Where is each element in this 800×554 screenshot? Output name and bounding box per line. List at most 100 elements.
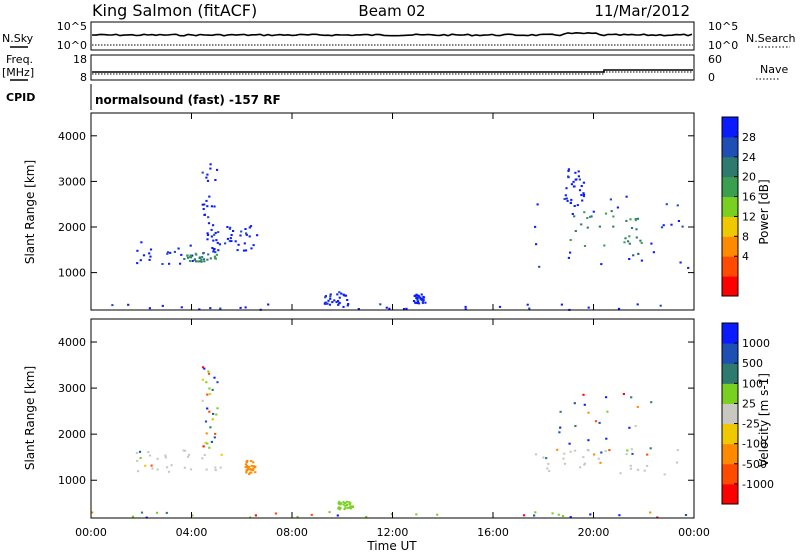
colorbar-tick-label: 1000 xyxy=(742,337,770,350)
range-cell xyxy=(242,249,246,252)
range-cell xyxy=(623,241,626,244)
power-ylabel: Slant Range [km] xyxy=(23,160,37,264)
range-cell xyxy=(416,302,419,304)
range-cell xyxy=(205,432,208,435)
colorbar-segment xyxy=(722,363,738,384)
range-cell xyxy=(155,511,159,514)
range-cell xyxy=(203,454,206,457)
range-cell xyxy=(624,237,627,240)
range-cell xyxy=(180,306,183,309)
range-cell xyxy=(206,232,209,235)
range-cell xyxy=(548,470,551,473)
range-cell xyxy=(203,203,206,206)
range-cell xyxy=(252,244,255,247)
range-cell xyxy=(206,234,210,236)
range-cell xyxy=(649,447,652,450)
power-panel xyxy=(90,112,695,311)
range-cell xyxy=(136,262,139,265)
range-cell xyxy=(416,296,419,299)
range-cell xyxy=(249,468,252,471)
range-cell xyxy=(679,261,682,264)
range-cell xyxy=(166,252,169,255)
range-cell xyxy=(577,175,580,178)
power-y-axis: 1000 2000 3000 4000 xyxy=(58,130,694,280)
range-cell xyxy=(237,243,240,246)
range-cell xyxy=(420,299,423,302)
range-cell xyxy=(166,251,170,254)
range-cell xyxy=(630,396,633,399)
range-cell xyxy=(207,372,211,375)
colorbar-segment xyxy=(722,463,738,485)
range-cell xyxy=(202,258,206,261)
range-cell xyxy=(574,230,577,232)
range-cell xyxy=(652,251,655,254)
colorbar-tick-label: 28 xyxy=(742,131,756,144)
range-cell xyxy=(325,302,328,305)
colorbar-segment xyxy=(722,403,738,425)
range-cell xyxy=(523,514,526,517)
velocity-colorbar: 1000 500 100 25 -25 -100 -500 -1000 xyxy=(721,322,774,505)
range-cell xyxy=(421,300,424,303)
range-cell xyxy=(252,469,255,472)
range-cell xyxy=(629,467,632,470)
range-cell xyxy=(256,234,259,237)
xtick-label: 04:00 xyxy=(176,526,208,539)
range-cell xyxy=(148,307,151,310)
range-cell xyxy=(344,294,347,297)
range-cell xyxy=(164,454,167,457)
velocity-panel xyxy=(90,318,695,519)
range-cell xyxy=(618,514,621,517)
range-cell xyxy=(464,305,467,308)
range-cell xyxy=(137,470,140,473)
range-cell xyxy=(245,232,248,235)
range-cell xyxy=(534,225,537,228)
range-cell xyxy=(219,307,222,310)
ytick-label: 4000 xyxy=(58,130,86,143)
range-cell xyxy=(216,168,219,171)
range-cell xyxy=(628,426,631,429)
colorbar-frame xyxy=(721,116,739,297)
freq-trace xyxy=(92,69,693,73)
range-cell xyxy=(207,253,210,256)
range-cell xyxy=(245,233,248,236)
range-cell xyxy=(191,254,194,257)
power-colorbar: 28 24 20 16 12 8 4 xyxy=(721,116,756,297)
colorbar-tick-label: 500 xyxy=(742,357,763,370)
range-cell xyxy=(149,255,152,258)
xtick-label: 00:00 xyxy=(678,526,710,539)
range-cell xyxy=(249,471,252,474)
range-cell xyxy=(617,307,621,310)
range-cell xyxy=(346,506,349,509)
colorbar-segment xyxy=(722,343,738,364)
range-cell xyxy=(597,457,600,460)
cpid-value: normalsound (fast) -157 RF xyxy=(95,93,281,107)
range-cell xyxy=(239,234,242,237)
range-cell xyxy=(593,453,596,456)
range-cell xyxy=(337,506,341,509)
range-cell xyxy=(582,192,585,195)
range-cell xyxy=(416,299,419,302)
range-cell xyxy=(226,237,229,240)
range-cell xyxy=(675,461,679,464)
range-cell xyxy=(206,173,209,176)
range-cell xyxy=(566,199,569,202)
range-cell xyxy=(245,468,248,471)
range-cell xyxy=(150,464,153,467)
range-cell xyxy=(189,468,193,471)
range-cell xyxy=(244,249,248,252)
range-cell xyxy=(248,226,251,229)
range-cell xyxy=(335,301,338,304)
range-cell xyxy=(650,242,653,245)
nsearch-tick-high: 10^5 xyxy=(708,20,738,33)
range-cell xyxy=(250,464,253,467)
range-cell xyxy=(203,213,206,216)
range-cell xyxy=(640,259,643,262)
range-cell xyxy=(324,301,327,304)
range-cell xyxy=(203,367,206,370)
colorbar-tick-label: 25 xyxy=(742,397,756,410)
range-cell xyxy=(331,301,334,304)
range-cell xyxy=(626,449,629,452)
range-cell xyxy=(267,303,270,306)
colorbar-tick-label: 16 xyxy=(742,191,756,204)
range-cell xyxy=(598,225,601,228)
